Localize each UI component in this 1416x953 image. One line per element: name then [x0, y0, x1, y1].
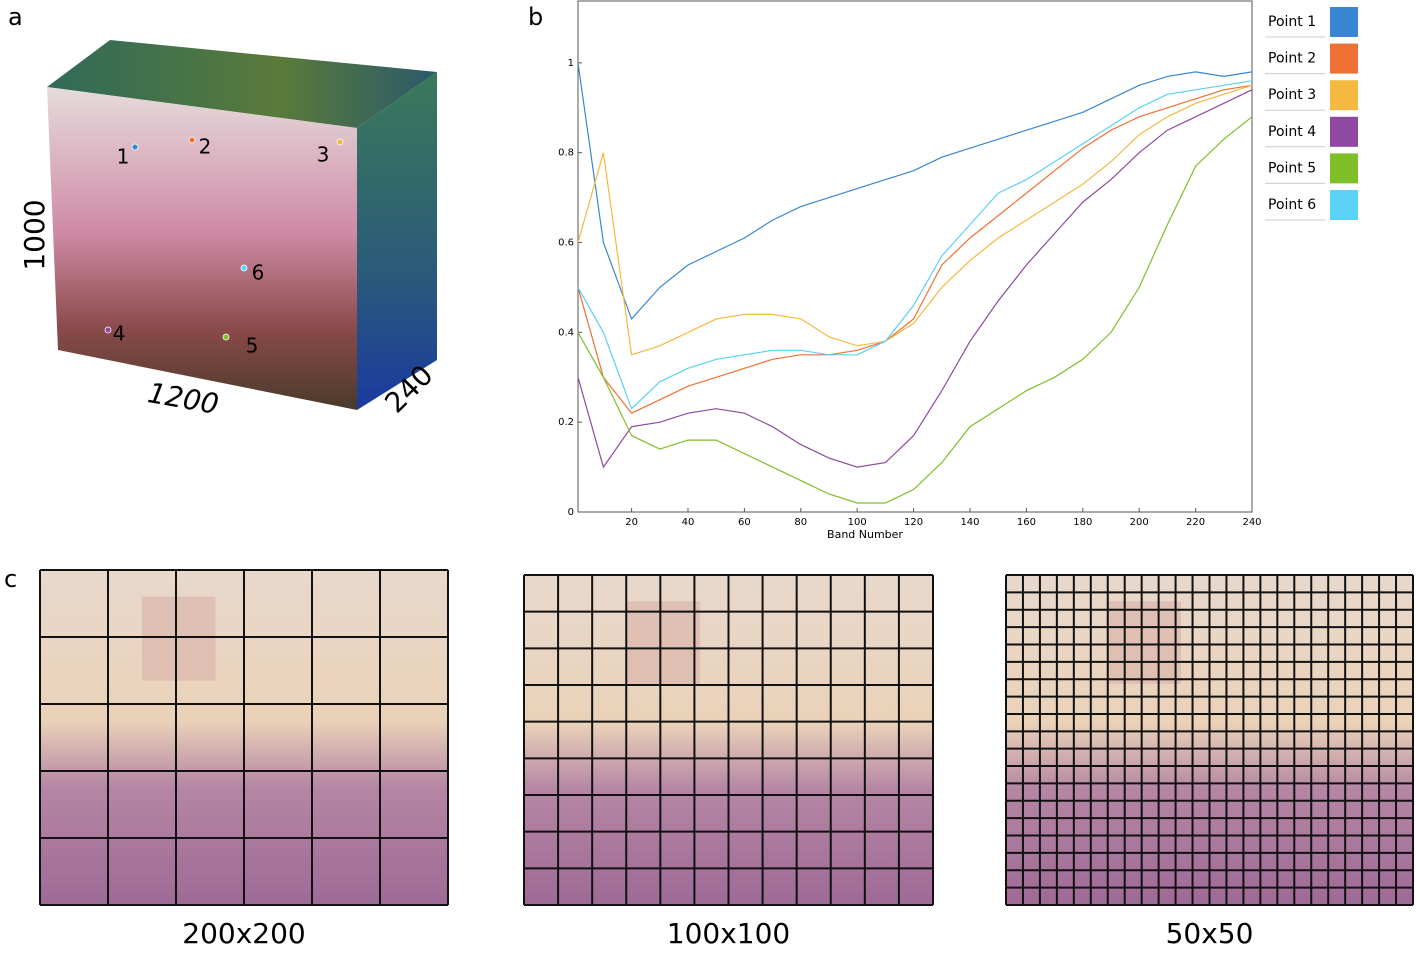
legend-label: Point 6 — [1268, 197, 1316, 213]
y-tick-label: 0.2 — [558, 417, 574, 428]
y-tick-label: 0.8 — [558, 148, 574, 159]
photo-frame — [1107, 601, 1182, 684]
legend-swatch — [1330, 80, 1358, 111]
point-marker — [336, 138, 344, 146]
panel-label: c — [4, 565, 17, 593]
x-tick-label: 40 — [682, 517, 695, 528]
y-tick-label: 0.4 — [558, 327, 574, 338]
x-tick-label: 240 — [1242, 517, 1261, 528]
cube-side — [357, 72, 437, 410]
x-tick-label: 180 — [1073, 517, 1092, 528]
photo-frame — [142, 596, 216, 681]
legend-swatch — [1330, 116, 1358, 147]
panel-label: b — [528, 3, 543, 31]
legend-swatch — [1330, 43, 1358, 74]
x-axis-label: Band Number — [827, 528, 903, 541]
plot-frame — [577, 0, 1253, 513]
series-line — [577, 116, 1253, 504]
y-tick-label: 0 — [568, 507, 574, 518]
y-tick-label: 1 — [568, 58, 574, 69]
cube-dim: 1200 — [145, 376, 221, 421]
series-line — [577, 89, 1253, 469]
legend-swatch — [1330, 153, 1358, 184]
cube-dim: 1000 — [18, 199, 51, 270]
y-tick-label: 0.6 — [558, 238, 574, 249]
point-label: 1 — [117, 145, 130, 169]
point-marker — [131, 143, 139, 151]
panel-label: a — [8, 3, 23, 31]
photo-frame — [626, 601, 700, 684]
legend-label: Point 5 — [1268, 160, 1316, 176]
point-label: 4 — [113, 322, 126, 346]
point-marker — [104, 326, 112, 334]
x-tick-label: 160 — [1017, 517, 1036, 528]
x-tick-label: 200 — [1130, 517, 1149, 528]
point-label: 5 — [246, 334, 259, 358]
x-tick-label: 20 — [625, 517, 638, 528]
point-marker — [240, 264, 248, 272]
series-line — [577, 80, 1253, 410]
point-marker — [222, 333, 230, 341]
series-line — [577, 62, 1253, 321]
caption: 100x100 — [667, 917, 790, 949]
legend-label: Point 2 — [1268, 51, 1316, 67]
series-line — [577, 84, 1253, 356]
series-line — [577, 84, 1253, 414]
legend-label: Point 4 — [1268, 124, 1316, 140]
point-marker — [188, 136, 196, 144]
point-label: 6 — [252, 261, 265, 285]
point-label: 3 — [317, 143, 330, 167]
x-tick-label: 140 — [960, 517, 979, 528]
x-tick-label: 120 — [904, 517, 923, 528]
legend-swatch — [1330, 7, 1358, 37]
legend-label: Point 1 — [1268, 14, 1316, 30]
caption: 200x200 — [182, 917, 305, 949]
cube-front — [47, 87, 357, 410]
caption: 50x50 — [1166, 917, 1254, 949]
x-tick-label: 80 — [794, 517, 807, 528]
x-tick-label: 100 — [848, 517, 867, 528]
cube-top — [47, 40, 437, 128]
point-label: 2 — [199, 135, 212, 159]
legend-swatch — [1330, 190, 1358, 220]
legend-label: Point 3 — [1268, 87, 1316, 103]
x-tick-label: 220 — [1186, 517, 1205, 528]
x-tick-label: 60 — [738, 517, 751, 528]
